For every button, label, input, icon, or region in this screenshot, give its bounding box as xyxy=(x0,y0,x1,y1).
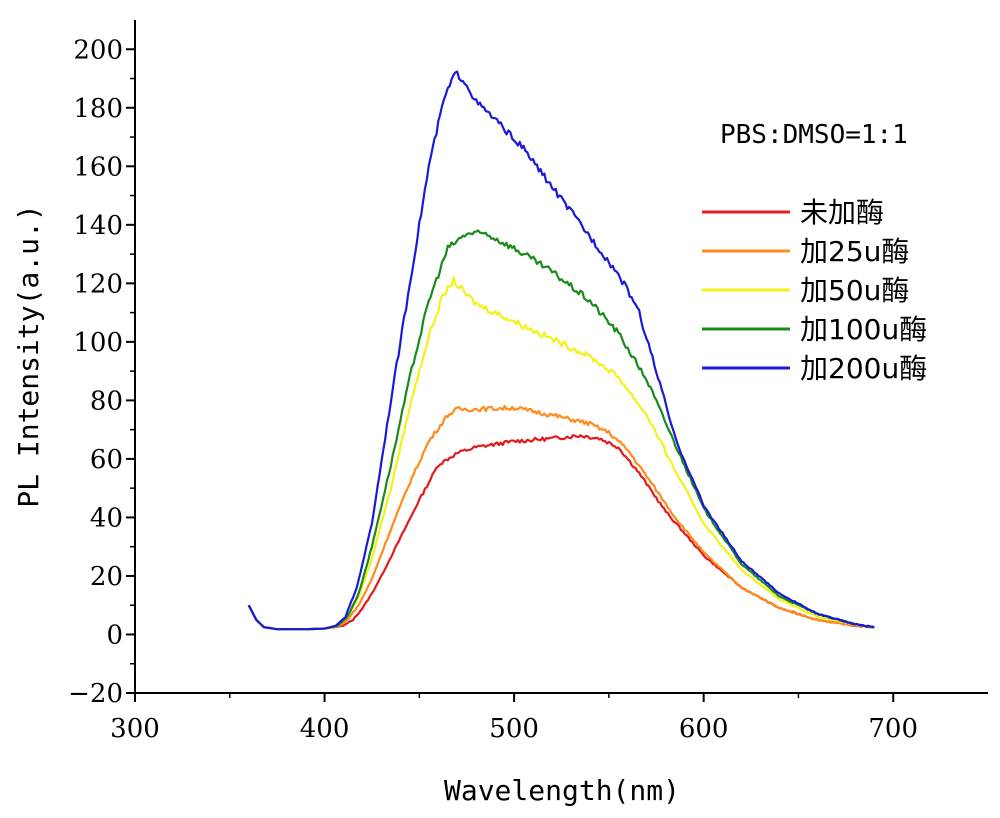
legend-label-2: 加50u酶 xyxy=(800,274,909,307)
annotation-text: PBS:DMSO=1:1 xyxy=(720,120,908,150)
y-tick-label: 0 xyxy=(106,620,123,650)
y-tick-label: 100 xyxy=(73,328,123,358)
legend-label-1: 加25u酶 xyxy=(800,235,909,268)
x-tick-label: 400 xyxy=(300,714,350,744)
y-tick-label: 200 xyxy=(73,35,123,65)
x-axis-title: Wavelength(nm) xyxy=(444,774,680,807)
legend: 未加酶加25u酶加50u酶加100u酶加200u酶 xyxy=(700,190,958,401)
y-tick-label: 120 xyxy=(73,269,123,299)
y-tick-label: 180 xyxy=(73,94,123,124)
x-tick-label: 700 xyxy=(868,714,918,744)
y-tick-label: 20 xyxy=(90,562,123,592)
y-axis-title: PL Intensity(a.u.) xyxy=(12,204,45,507)
y-tick-label: 160 xyxy=(73,152,123,182)
y-tick-label: −20 xyxy=(68,679,123,709)
y-tick-label: 80 xyxy=(90,386,123,416)
legend-label-4: 加200u酶 xyxy=(800,352,927,385)
x-tick-label: 600 xyxy=(679,714,729,744)
y-tick-label: 140 xyxy=(73,211,123,241)
x-tick-label: 500 xyxy=(489,714,539,744)
legend-label-0: 未加酶 xyxy=(800,196,884,229)
x-tick-label: 300 xyxy=(110,714,160,744)
y-tick-label: 40 xyxy=(90,503,123,533)
legend-label-3: 加100u酶 xyxy=(800,313,927,346)
y-tick-label: 60 xyxy=(90,445,123,475)
